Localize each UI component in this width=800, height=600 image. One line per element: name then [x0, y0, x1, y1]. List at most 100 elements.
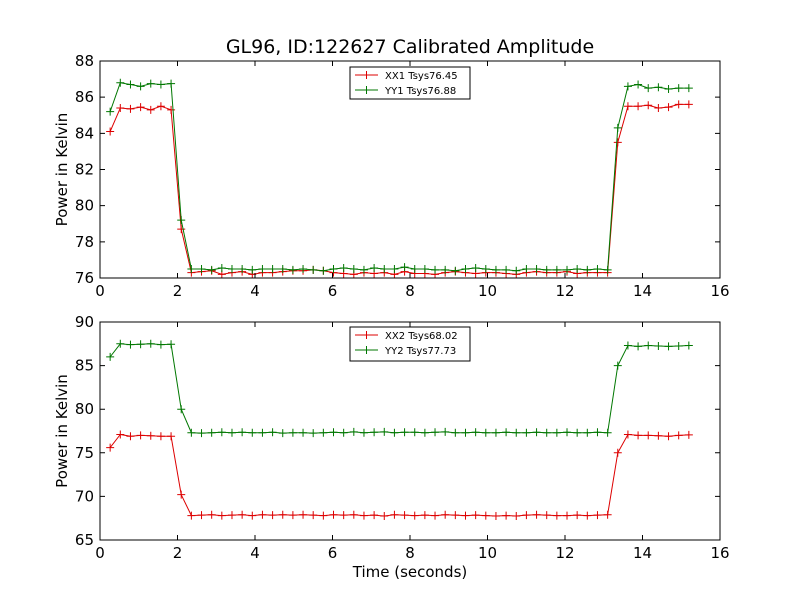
- data-point: [400, 511, 409, 520]
- data-point: [471, 511, 480, 520]
- data-point: [522, 428, 531, 437]
- data-point: [481, 264, 490, 273]
- data-point: [288, 428, 297, 437]
- data-point: [268, 264, 277, 273]
- y-axis-label: Power in Kelvin: [53, 374, 71, 488]
- data-point: [136, 431, 145, 440]
- y-tick-label: 76: [75, 269, 94, 287]
- series-line: [109, 433, 689, 517]
- data-point: [359, 265, 368, 274]
- data-point: [156, 432, 165, 441]
- data-point: [339, 264, 348, 273]
- data-point: [329, 510, 338, 519]
- data-point: [156, 340, 165, 349]
- data-point: [116, 339, 125, 348]
- data-point: [603, 510, 612, 519]
- data-point: [542, 428, 551, 437]
- top-subplot: 0 2 4 6 8 10 12 14 16 76 78 80 82 84 86 88 Power in Kelv…: [53, 52, 730, 300]
- data-point: [136, 340, 145, 349]
- data-point: [573, 264, 582, 273]
- data-point: [583, 428, 592, 437]
- data-point: [248, 265, 257, 274]
- data-point: [288, 265, 297, 274]
- data-point: [380, 264, 389, 273]
- data-point: [258, 510, 267, 519]
- x-tick-label: 10: [478, 282, 497, 300]
- data-point: [309, 429, 318, 438]
- data-point: [634, 102, 643, 111]
- y-tick-label: 82: [75, 161, 94, 179]
- legend-marker: [362, 346, 371, 354]
- legend-entry: YY1 Tsys76.88: [384, 86, 456, 97]
- y-tick-label: 75: [75, 444, 94, 462]
- data-point: [278, 264, 287, 273]
- data-point: [106, 352, 115, 361]
- data-point: [207, 510, 216, 519]
- data-point: [684, 84, 693, 93]
- data-point: [613, 448, 622, 457]
- data-point: [329, 428, 338, 437]
- data-point: [197, 429, 206, 438]
- data-point: [613, 138, 622, 147]
- data-point: [390, 264, 399, 273]
- data-point: [268, 428, 277, 437]
- data-point: [400, 428, 409, 437]
- data-point: [258, 264, 267, 273]
- data-point: [623, 341, 632, 350]
- y-tick-label: 80: [75, 400, 94, 418]
- data-point: [380, 512, 389, 521]
- data-point: [126, 104, 135, 113]
- y-tick-label: 70: [75, 487, 94, 505]
- series-0-1: [106, 78, 693, 275]
- data-point: [156, 102, 165, 111]
- data-point: [309, 511, 318, 520]
- x-tick-label: 6: [328, 282, 338, 300]
- data-point: [593, 428, 602, 437]
- legend: XX1 Tsys76.45 YY1 Tsys76.88: [349, 66, 471, 100]
- data-point: [481, 428, 490, 437]
- data-point: [583, 511, 592, 520]
- data-point: [410, 428, 419, 437]
- series-1-1: [106, 339, 693, 438]
- data-point: [461, 428, 470, 437]
- data-point: [319, 428, 328, 437]
- data-point: [126, 80, 135, 89]
- data-point: [644, 101, 653, 110]
- data-point: [552, 511, 561, 520]
- data-point: [146, 431, 155, 440]
- data-point: [634, 342, 643, 351]
- data-point: [410, 511, 419, 520]
- data-point: [227, 511, 236, 520]
- data-point: [349, 427, 358, 436]
- data-point: [349, 510, 358, 519]
- data-point: [552, 428, 561, 437]
- data-point: [542, 511, 551, 520]
- y-tick-label: 80: [75, 197, 94, 215]
- data-point: [563, 511, 572, 520]
- data-point: [329, 264, 338, 273]
- data-point: [207, 265, 216, 274]
- data-point: [370, 264, 379, 273]
- data-point: [136, 103, 145, 112]
- series-line: [109, 343, 689, 434]
- data-point: [674, 100, 683, 109]
- data-point: [684, 100, 693, 109]
- x-tick-label: 16: [710, 544, 729, 562]
- data-point: [278, 429, 287, 438]
- x-tick-label: 12: [555, 544, 574, 562]
- data-point: [370, 428, 379, 437]
- data-point: [502, 511, 511, 520]
- data-point: [227, 428, 236, 437]
- data-point: [512, 512, 521, 521]
- x-axis-label: Time (seconds): [352, 563, 468, 581]
- data-point: [512, 428, 521, 437]
- data-point: [156, 80, 165, 89]
- data-point: [441, 265, 450, 274]
- data-point: [217, 428, 226, 437]
- data-point: [177, 216, 186, 225]
- data-point: [552, 265, 561, 274]
- data-point: [248, 511, 257, 520]
- data-point: [461, 264, 470, 273]
- data-point: [532, 264, 541, 273]
